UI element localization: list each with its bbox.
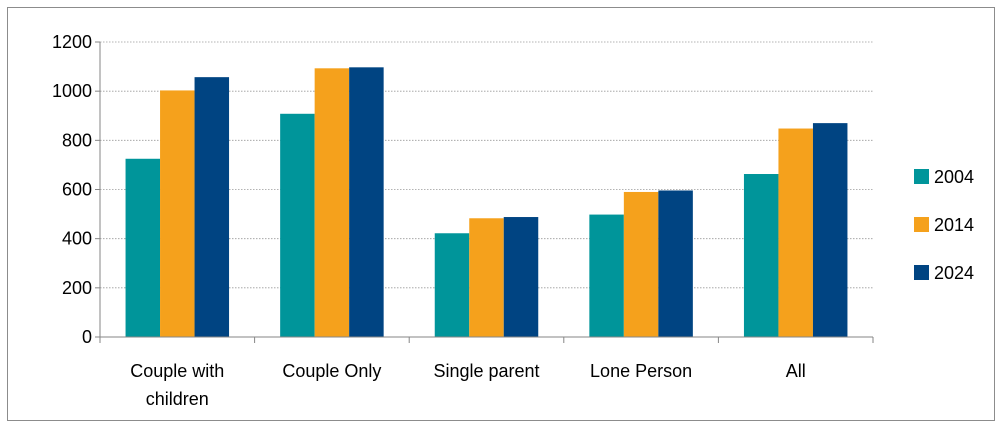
bar-2024-3 — [658, 190, 693, 337]
legend: 2004 2014 2024 — [914, 167, 974, 283]
legend-label-2014: 2014 — [934, 215, 974, 235]
y-tick-label-600: 600 — [62, 180, 92, 200]
bar-2024-4 — [813, 123, 848, 337]
legend-swatch-2004 — [914, 169, 929, 184]
bar-2004-4 — [744, 174, 779, 337]
bar-2014-0 — [160, 90, 195, 337]
legend-swatch-2024 — [914, 265, 929, 280]
x-tick-label-3: Lone Person — [590, 361, 692, 381]
y-tick-label-200: 200 — [62, 278, 92, 298]
y-tick-label-0: 0 — [82, 327, 92, 347]
bar-2014-1 — [315, 68, 350, 337]
x-tick-label-line: Couple with — [130, 361, 224, 381]
bar-2024-1 — [349, 67, 384, 337]
x-tick-labels: Couple with children Couple Only Single par… — [130, 361, 805, 409]
bar-2004-1 — [280, 114, 315, 337]
legend-label-2004: 2004 — [934, 167, 974, 187]
bar-2014-2 — [469, 218, 504, 337]
x-tick-label-line: All — [786, 361, 806, 381]
x-tick-label-line: children — [146, 389, 209, 409]
bar-2014-4 — [778, 129, 813, 337]
x-tick-label-line: Single parent — [433, 361, 539, 381]
bar-2004-2 — [435, 233, 470, 337]
y-tick-label-1000: 1000 — [52, 81, 92, 101]
legend-label-2024: 2024 — [934, 263, 974, 283]
x-tick-label-1: Couple Only — [282, 361, 381, 381]
y-tick-labels: 0 200 400 600 800 1000 1200 — [52, 32, 92, 347]
x-tick-label-line: Couple Only — [282, 361, 381, 381]
bar-2004-0 — [126, 159, 161, 337]
bar-2024-2 — [504, 217, 539, 337]
x-tick-label-4: All — [786, 361, 806, 381]
bar-2004-3 — [589, 215, 624, 337]
bars — [126, 67, 848, 337]
y-tick-label-800: 800 — [62, 130, 92, 150]
y-tick-label-1200: 1200 — [52, 32, 92, 52]
bar-2024-0 — [195, 77, 230, 337]
y-tick-label-400: 400 — [62, 229, 92, 249]
x-tick-label-line: Lone Person — [590, 361, 692, 381]
x-tick-label-2: Single parent — [433, 361, 539, 381]
legend-swatch-2014 — [914, 217, 929, 232]
x-tick-label-0: Couple with children — [130, 361, 224, 409]
bar-2014-3 — [624, 192, 659, 337]
